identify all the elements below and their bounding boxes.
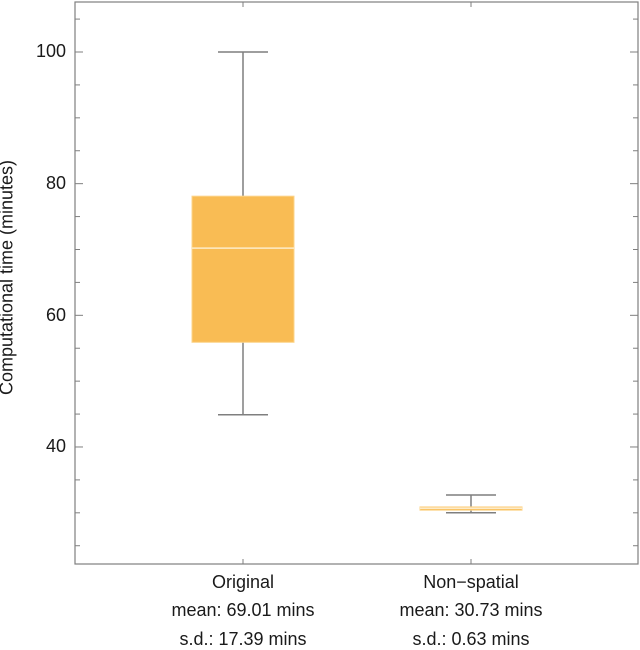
category-label-non-spatial: Non−spatial xyxy=(423,572,519,592)
box-original xyxy=(191,195,295,343)
category-mean-non-spatial: mean: 30.73 mins xyxy=(399,600,543,620)
category-label-original: Original xyxy=(211,572,275,592)
category-sd-non-spatial: s.d.: 0.63 mins xyxy=(412,629,530,649)
category-mean-original: mean: 69.01 mins xyxy=(171,600,315,620)
category-sd-original: s.d.: 17.39 mins xyxy=(179,629,307,649)
y-tick-label-40: 40 xyxy=(45,436,66,456)
plot-frame xyxy=(74,1,639,565)
y-tick-label-100: 100 xyxy=(35,41,66,61)
y-tick-label-80: 80 xyxy=(45,173,66,193)
y-axis-label: Computational time (minutes) xyxy=(0,159,17,396)
y-tick-label-60: 60 xyxy=(45,305,66,325)
